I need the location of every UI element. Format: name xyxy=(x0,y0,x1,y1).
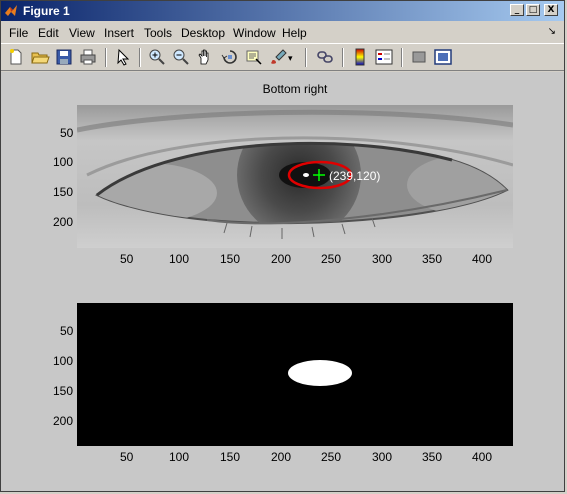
menu-bar: File Edit View Insert Tools Desktop Wind… xyxy=(1,22,564,42)
x-tick-label: 100 xyxy=(169,252,190,266)
menu-insert[interactable]: Insert xyxy=(104,26,135,40)
x-tick-label: 300 xyxy=(372,450,393,464)
x-tick-label: 200 xyxy=(271,252,292,266)
toolbar-separator xyxy=(342,48,344,67)
x-tick-label: 50 xyxy=(120,252,134,266)
x-tick-label: 150 xyxy=(220,450,241,464)
menu-file[interactable]: File xyxy=(9,26,29,40)
x-tick-label: 350 xyxy=(422,252,443,266)
pan-icon[interactable] xyxy=(195,47,215,67)
legend-icon[interactable] xyxy=(374,47,394,67)
y-tick-label: 100 xyxy=(53,354,74,368)
menu-view[interactable]: View xyxy=(69,26,95,40)
menu-window[interactable]: Window xyxy=(233,26,276,40)
y-tick-label: 200 xyxy=(53,414,74,428)
brush-dropdown-icon[interactable]: ▾ xyxy=(288,53,293,63)
print-icon[interactable] xyxy=(78,47,98,67)
pupil-ellipse xyxy=(287,160,353,190)
zoom-out-icon[interactable] xyxy=(171,47,191,67)
y-tick-label: 150 xyxy=(53,185,74,199)
toolbar-separator xyxy=(105,48,107,67)
data-cursor-icon[interactable] xyxy=(244,47,264,67)
menu-help[interactable]: Help xyxy=(282,26,307,40)
close-button[interactable]: X xyxy=(544,4,558,16)
x-tick-label: 400 xyxy=(472,450,493,464)
y-tick-label: 50 xyxy=(60,324,74,338)
figure-toolbar: ▾ xyxy=(1,43,564,71)
brush-icon[interactable] xyxy=(269,47,289,67)
save-icon[interactable] xyxy=(54,47,74,67)
rotate-3d-icon[interactable] xyxy=(220,47,240,67)
link-plot-icon[interactable] xyxy=(315,47,335,67)
toolbar-separator xyxy=(401,48,403,67)
menu-dock-arrow-icon[interactable]: ↘ xyxy=(547,26,556,37)
eye-image-axes[interactable]: (239,120) xyxy=(77,105,513,248)
x-tick-label: 150 xyxy=(220,252,241,266)
menu-desktop[interactable]: Desktop xyxy=(181,26,226,40)
show-plot-tools-icon[interactable] xyxy=(433,47,453,67)
binary-mask-axes[interactable] xyxy=(77,303,513,446)
open-file-icon[interactable] xyxy=(30,47,50,67)
window-title: Figure 1 xyxy=(23,4,70,18)
x-tick-label: 350 xyxy=(422,450,443,464)
matlab-logo-icon xyxy=(5,5,17,16)
x-tick-label: 200 xyxy=(271,450,292,464)
title-bar[interactable]: Figure 1 _ □ X xyxy=(1,1,564,21)
x-tick-label: 250 xyxy=(321,252,342,266)
y-tick-label: 100 xyxy=(53,155,74,169)
toolbar-separator xyxy=(139,48,141,67)
colorbar-icon[interactable] xyxy=(350,47,370,67)
menu-edit[interactable]: Edit xyxy=(38,26,59,40)
figure-canvas: Bottom right xyxy=(1,72,564,491)
pupil-coordinate-label: (239,120) xyxy=(329,169,380,183)
x-tick-label: 400 xyxy=(472,252,493,266)
pupil-center-marker xyxy=(313,169,325,181)
pupil-blob xyxy=(288,360,352,386)
toolbar-separator xyxy=(305,48,307,67)
menu-tools[interactable]: Tools xyxy=(144,26,173,40)
y-tick-label: 200 xyxy=(53,215,74,229)
minimize-button[interactable]: _ xyxy=(510,4,524,16)
maximize-button[interactable]: □ xyxy=(526,4,540,16)
axes-title: Bottom right xyxy=(262,82,328,96)
hide-plot-tools-icon[interactable] xyxy=(409,47,429,67)
pointer-icon[interactable] xyxy=(113,47,133,67)
y-tick-label: 50 xyxy=(60,126,74,140)
zoom-in-icon[interactable] xyxy=(147,47,167,67)
x-tick-label: 100 xyxy=(169,450,190,464)
x-tick-label: 250 xyxy=(321,450,342,464)
y-tick-label: 150 xyxy=(53,384,74,398)
x-tick-label: 300 xyxy=(372,252,393,266)
new-figure-icon[interactable] xyxy=(6,47,26,67)
x-tick-label: 50 xyxy=(120,450,134,464)
